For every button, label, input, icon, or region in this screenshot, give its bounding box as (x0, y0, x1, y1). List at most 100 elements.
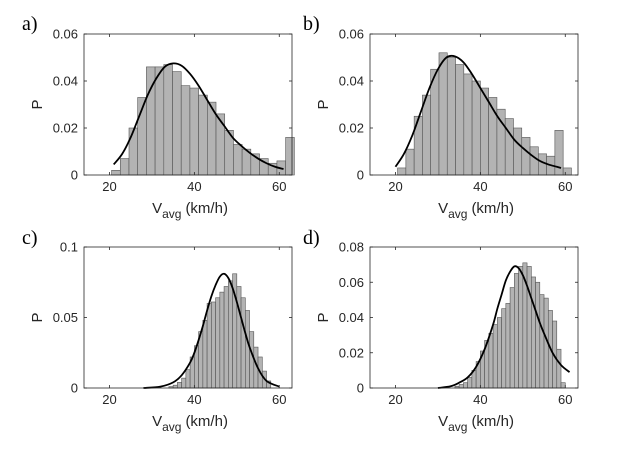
histogram-bar (119, 158, 130, 176)
x-tick-label: 40 (473, 179, 487, 194)
histogram-bar (514, 273, 519, 389)
histogram-bar (471, 80, 481, 176)
histogram-bar (458, 384, 464, 389)
y-tick-label: 0 (71, 168, 78, 183)
y-tick-label: 0 (357, 381, 364, 396)
histogram-bar (538, 153, 547, 176)
chart-panel-1: a) 20 40 60 0 0.02 0.04 0.06 P Vavg (km/h) (22, 13, 295, 221)
y-tick-label: 0.04 (53, 74, 78, 89)
histogram-bar (446, 57, 456, 176)
x-tick-label: 20 (102, 179, 116, 194)
x-axis-label: Vavg (km/h) (152, 200, 228, 221)
histogram-bar (240, 297, 246, 389)
histogram-bar (245, 310, 250, 389)
fit-curve (113, 62, 284, 170)
panel-label: c) (22, 227, 38, 249)
histogram-bar (397, 167, 407, 176)
fit-curve (394, 54, 562, 169)
y-axis-label: P (29, 312, 46, 322)
y-tick-label: 0.02 (53, 121, 78, 136)
y-tick-label: 0.06 (339, 275, 364, 290)
histogram-bar (154, 66, 165, 176)
x-tick-label: 20 (102, 392, 116, 407)
histogram-bar (228, 280, 233, 389)
x-label-units: (km/h) (471, 413, 514, 430)
histogram-bar (202, 320, 208, 389)
chart-panel-2: b) 20 40 60 0 0.02 0.04 0.06 P Vavg (km/h) (303, 13, 579, 221)
histogram-bar (430, 68, 440, 176)
fit-curve (143, 272, 280, 389)
histogram-bar (492, 324, 498, 389)
histogram-bar (562, 167, 572, 176)
histogram-bar (223, 286, 229, 389)
histogram-bar (488, 333, 494, 389)
x-axis-label: Vavg (km/h) (438, 200, 514, 221)
y-axis-label: P (315, 312, 332, 322)
histogram-bar (285, 137, 295, 176)
y-tick-label: 0.08 (339, 240, 364, 255)
x-label-subscript: avg (448, 420, 467, 434)
histogram-bar (111, 170, 121, 176)
x-label-symbol: V (438, 413, 448, 430)
histogram-bar (501, 308, 507, 389)
histogram-bar (181, 377, 187, 389)
histogram-bar (198, 94, 208, 176)
x-tick-label: 40 (187, 179, 201, 194)
fit-curve (437, 265, 571, 389)
x-label-units: (km/h) (185, 413, 228, 430)
x-label-subscript: avg (162, 420, 181, 434)
histogram-bar (422, 94, 432, 176)
chart-panel-4: d) 20 40 60 0 0.02 0.04 0.06 0.08 P Vavg (km/h) (303, 227, 579, 434)
x-axis-label: Vavg (km/h) (438, 413, 514, 434)
y-tick-label: 0.06 (53, 27, 78, 42)
histogram-bar (249, 331, 255, 389)
y-tick-label: 0.02 (339, 345, 364, 360)
x-label-symbol: V (152, 200, 162, 217)
x-tick-label: 40 (473, 392, 487, 407)
axes-box (83, 33, 293, 176)
histogram-bar (513, 127, 523, 176)
histogram-bar (206, 303, 212, 389)
y-tick-label: 0.04 (339, 74, 364, 89)
histogram-bar (560, 382, 566, 389)
y-tick-label: 0 (71, 381, 78, 396)
histogram-bar (405, 148, 415, 176)
x-label-units: (km/h) (471, 200, 514, 217)
histogram-bar (455, 64, 465, 176)
histogram-bar (526, 266, 532, 389)
axes-box (369, 33, 579, 176)
histogram-bar (535, 281, 541, 389)
x-tick-label: 40 (187, 392, 201, 407)
x-label-subscript: avg (162, 207, 181, 221)
panel-label: b) (303, 13, 320, 35)
histogram-bar (467, 377, 473, 389)
x-label-units: (km/h) (185, 200, 228, 217)
histogram-bar (496, 108, 506, 176)
histogram-bar (463, 382, 468, 389)
y-tick-label: 0 (357, 168, 364, 183)
histogram-bar (185, 369, 191, 389)
histogram-bar (189, 87, 199, 176)
histogram-bar (529, 146, 539, 176)
y-tick-label: 0.02 (339, 121, 364, 136)
histogram-bar (521, 137, 531, 176)
histogram-bar (128, 127, 138, 176)
y-tick-label: 0.05 (53, 310, 78, 325)
x-tick-label: 60 (558, 392, 572, 407)
x-axis-label: Vavg (km/h) (152, 413, 228, 434)
y-tick-label: 0.06 (339, 27, 364, 42)
y-tick-label: 0.1 (60, 240, 78, 255)
histogram-bar (505, 303, 511, 389)
x-label-symbol: V (438, 200, 448, 217)
histogram-bar (163, 64, 173, 176)
histogram-bar (172, 71, 182, 176)
histogram-bar (509, 287, 515, 389)
y-axis-label: P (315, 99, 332, 109)
histogram-bar (556, 348, 562, 389)
histogram-bar (233, 144, 243, 176)
histogram-bar (497, 317, 502, 389)
histogram-bar (438, 52, 448, 176)
x-tick-label: 60 (272, 179, 286, 194)
histogram-bar (172, 384, 178, 389)
